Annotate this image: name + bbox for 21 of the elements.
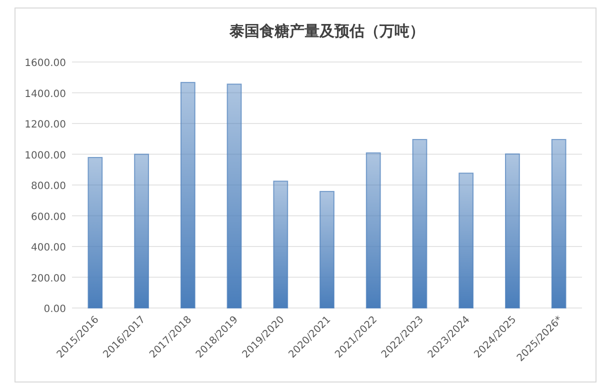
bar (551, 138, 566, 308)
bar (88, 156, 103, 308)
y-tick-label: 1600.00 (24, 58, 66, 69)
bar (320, 190, 334, 308)
bar (505, 153, 520, 308)
y-tick-label: 400.00 (31, 242, 66, 254)
bar (273, 180, 288, 308)
y-tick-label: 1400.00 (24, 88, 66, 100)
y-tick-label: 800.00 (31, 181, 66, 192)
bar (412, 138, 428, 308)
bar (180, 82, 196, 308)
y-tick-label: 200.00 (31, 273, 66, 284)
y-tick-label: 0.00 (44, 304, 66, 315)
y-tick-label: 1000.00 (24, 150, 66, 162)
bar (458, 172, 474, 308)
y-tick-label: 1200.00 (24, 120, 66, 130)
chart-title: 泰国食糖产量及预估（万吨） (228, 22, 424, 40)
y-tick-label: 600.00 (31, 212, 66, 223)
bar (366, 152, 381, 308)
bar (134, 154, 149, 308)
bar (226, 84, 242, 308)
